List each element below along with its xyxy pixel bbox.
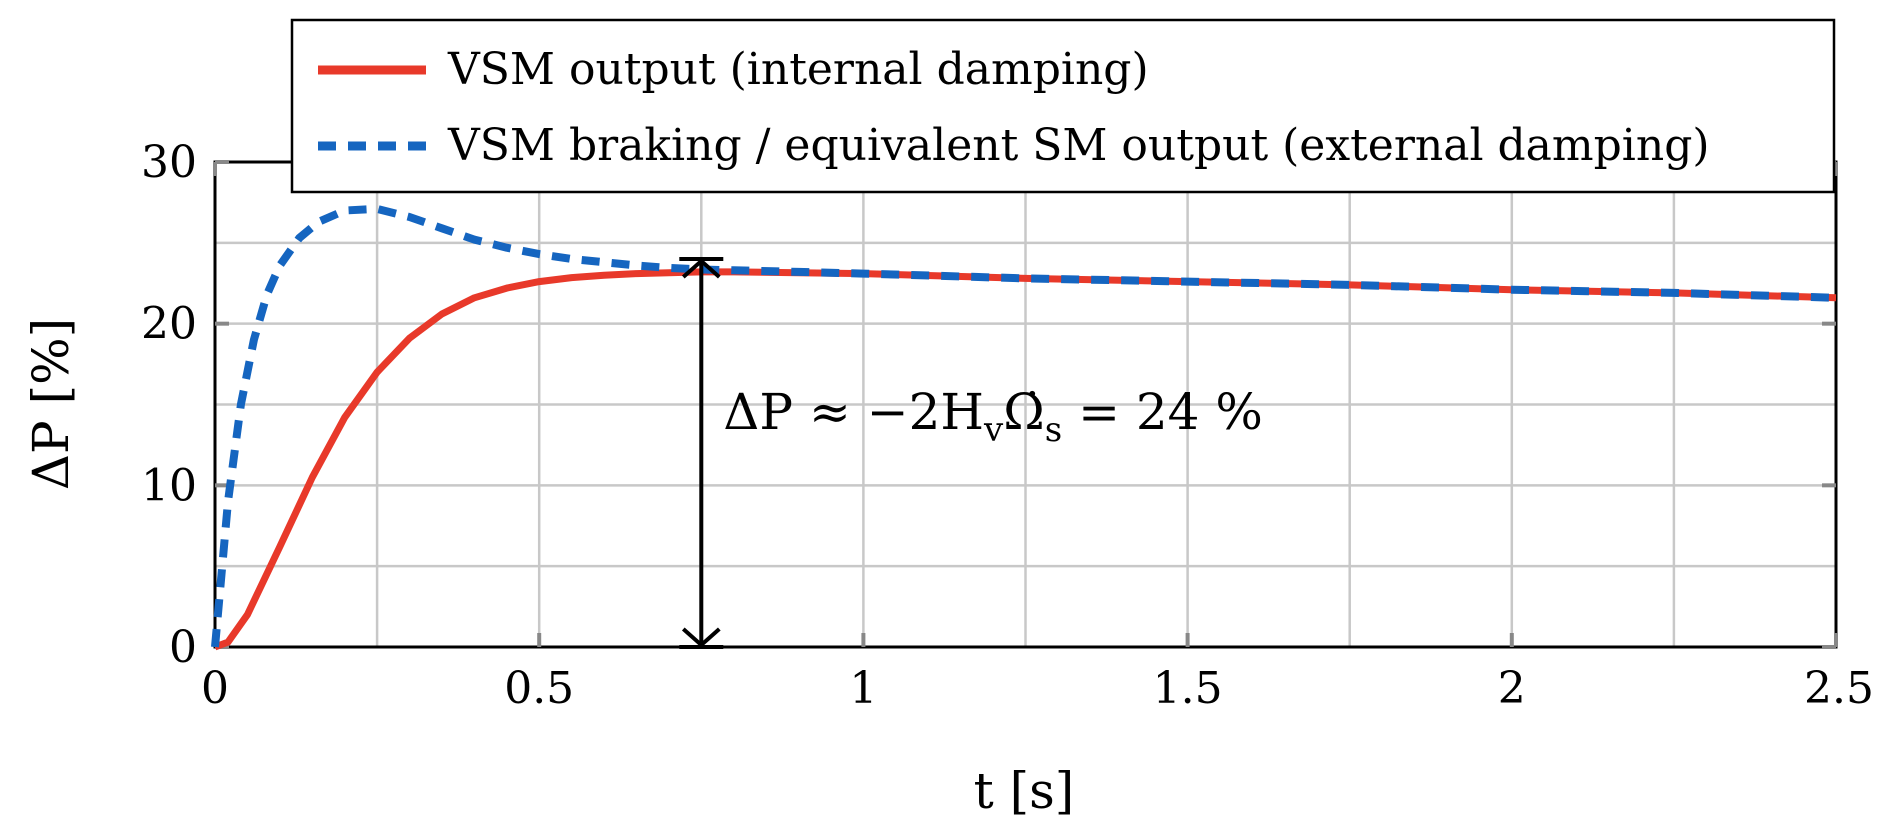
y-tick-label: 20 (141, 299, 197, 350)
y-tick-label: 0 (169, 622, 197, 673)
legend-box (290, 18, 1836, 194)
series-line-external-damping (211, 204, 1837, 648)
tick-labels: 0 0.5 1 1.5 2 2.5 0 10 20 30 (141, 137, 1874, 714)
series-layer (211, 204, 1837, 651)
x-tick-label: 0 (201, 663, 229, 714)
axis-labels: t [s] ΔP [%] (22, 318, 1074, 820)
legend-entry-external-damping: VSM braking / equivalent SM output (exte… (447, 120, 1710, 171)
y-axis-label: ΔP [%] (22, 318, 80, 490)
x-tick-label: 0.5 (504, 663, 574, 714)
x-tick-label: 1.5 (1153, 663, 1223, 714)
annotation: ΔP ≈ −2HvΩ̇s = 24 % (679, 257, 1263, 649)
legend: VSM output (internal damping) VSM brakin… (290, 18, 1836, 194)
x-tick-label: 2.5 (1804, 663, 1874, 714)
annotation-formula: ΔP ≈ −2HvΩ̇s = 24 % (723, 383, 1263, 450)
y-tick-label: 10 (141, 460, 197, 511)
x-tick-label: 2 (1498, 663, 1526, 714)
x-tick-label: 1 (849, 663, 877, 714)
legend-entry-internal-damping: VSM output (internal damping) (447, 44, 1149, 95)
grid (215, 162, 1836, 647)
y-tick-label: 30 (141, 137, 197, 188)
x-axis-label: t [s] (974, 762, 1075, 820)
